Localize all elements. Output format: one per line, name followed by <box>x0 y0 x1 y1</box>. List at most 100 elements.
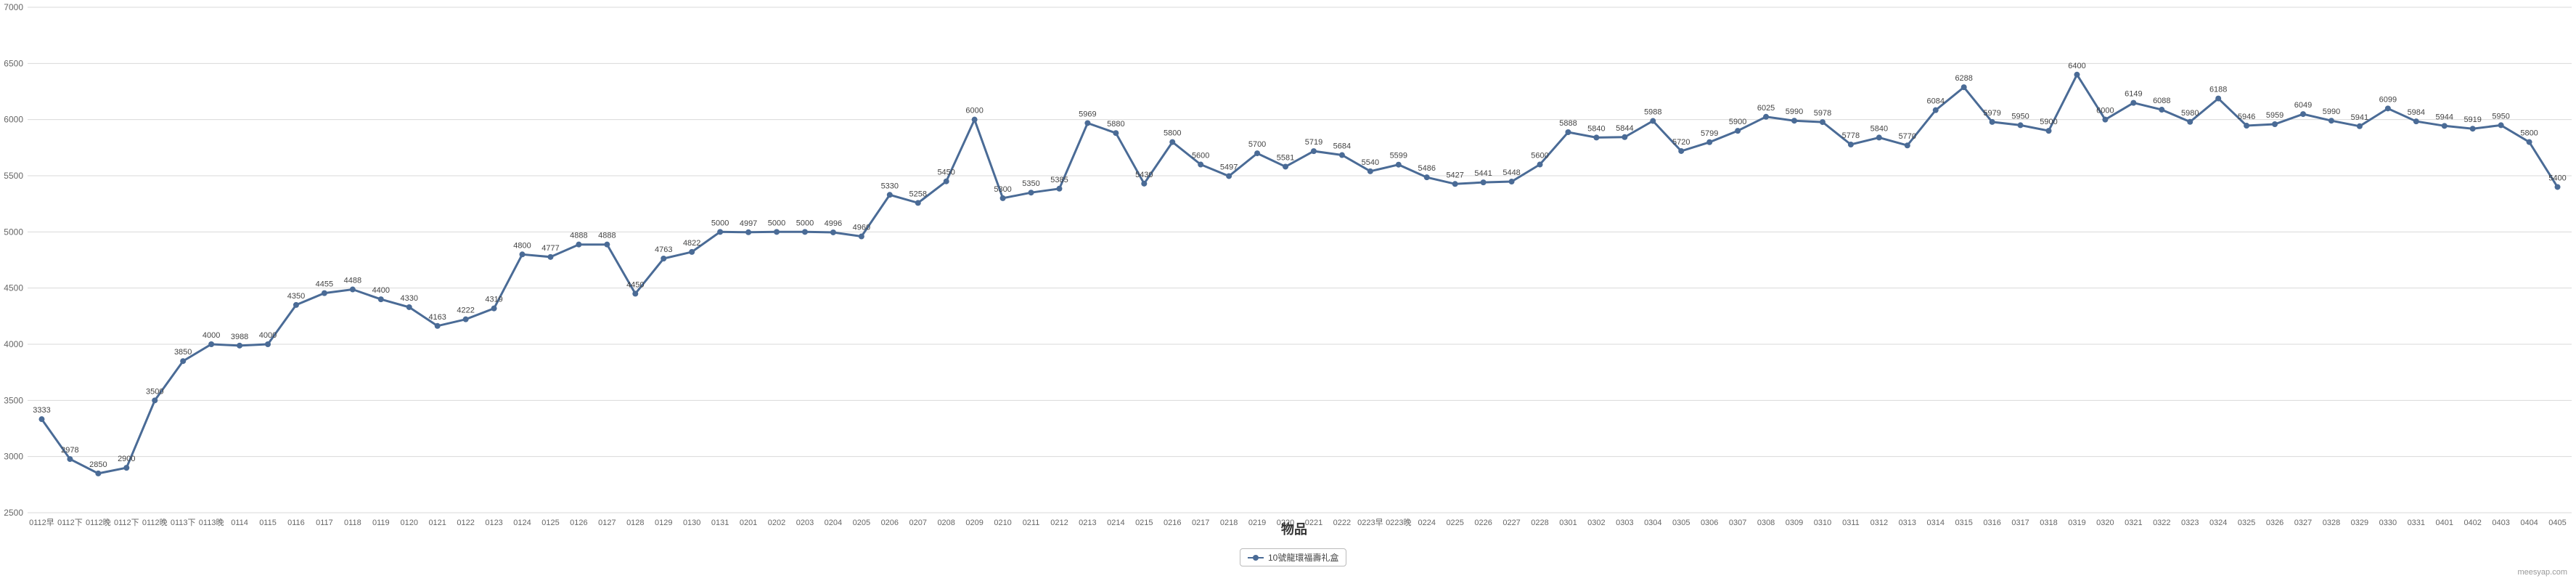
data-point[interactable] <box>886 192 893 198</box>
data-point[interactable] <box>1226 173 1232 179</box>
data-point[interactable] <box>1084 120 1091 126</box>
data-point[interactable] <box>123 465 130 471</box>
data-point[interactable] <box>661 255 667 261</box>
data-point[interactable] <box>943 178 949 184</box>
data-point[interactable] <box>2074 71 2080 78</box>
data-point[interactable] <box>2328 118 2334 124</box>
data-point[interactable] <box>1423 174 1430 181</box>
data-point[interactable] <box>2187 118 2193 125</box>
data-point[interactable] <box>547 253 554 260</box>
data-label: 5946 <box>2238 113 2255 121</box>
data-point[interactable] <box>576 241 582 248</box>
data-point[interactable] <box>801 229 808 235</box>
data-point[interactable] <box>2469 126 2476 132</box>
data-point[interactable] <box>377 296 384 303</box>
data-point[interactable] <box>1254 150 1261 157</box>
data-point[interactable] <box>2102 116 2109 123</box>
data-point[interactable] <box>462 316 469 322</box>
data-point[interactable] <box>1847 142 1854 148</box>
data-point[interactable] <box>1678 147 1685 154</box>
data-point[interactable] <box>1480 179 1487 186</box>
data-point[interactable] <box>2045 128 2052 134</box>
data-point[interactable] <box>1622 134 1628 140</box>
data-point[interactable] <box>1876 134 1882 141</box>
data-point[interactable] <box>293 301 299 308</box>
data-point[interactable] <box>2356 123 2363 129</box>
data-point[interactable] <box>689 248 695 255</box>
data-point[interactable] <box>208 341 215 347</box>
data-point[interactable] <box>152 397 158 404</box>
data-point[interactable] <box>406 304 412 310</box>
x-tick-label: 0113晚 <box>199 518 224 527</box>
data-point[interactable] <box>2244 123 2250 129</box>
data-point[interactable] <box>1735 128 1741 134</box>
x-tick-label: 0405 <box>2548 519 2566 527</box>
data-point[interactable] <box>2215 95 2222 102</box>
data-point[interactable] <box>2300 111 2307 118</box>
data-point[interactable] <box>2130 99 2137 106</box>
data-point[interactable] <box>1056 185 1063 192</box>
data-point[interactable] <box>1283 163 1289 170</box>
data-point[interactable] <box>1141 180 1148 187</box>
data-point[interactable] <box>67 456 73 463</box>
data-label: 3850 <box>174 348 192 357</box>
data-point[interactable] <box>1169 139 1176 145</box>
data-point[interactable] <box>915 200 921 206</box>
data-point[interactable] <box>1904 142 1910 149</box>
data-point[interactable] <box>1819 119 1825 126</box>
data-point[interactable] <box>2526 139 2532 145</box>
data-label: 5258 <box>909 190 927 198</box>
data-point[interactable] <box>491 305 497 312</box>
data-point[interactable] <box>2554 184 2561 190</box>
data-point[interactable] <box>1593 134 1600 141</box>
data-point[interactable] <box>2272 121 2278 128</box>
data-point[interactable] <box>971 116 978 123</box>
data-point[interactable] <box>1706 139 1713 145</box>
data-point[interactable] <box>1791 118 1798 124</box>
data-point[interactable] <box>349 286 356 293</box>
data-point[interactable] <box>632 290 639 297</box>
data-point[interactable] <box>2441 123 2448 129</box>
data-point[interactable] <box>237 342 243 349</box>
data-point[interactable] <box>180 358 187 365</box>
data-point[interactable] <box>1028 190 1034 196</box>
data-point[interactable] <box>2413 118 2419 125</box>
data-point[interactable] <box>1960 84 1967 91</box>
data-point[interactable] <box>717 229 724 235</box>
data-label: 5799 <box>1701 129 1718 138</box>
data-point[interactable] <box>434 322 441 329</box>
data-point[interactable] <box>1537 161 1543 168</box>
data-point[interactable] <box>1650 118 1656 124</box>
data-label: 5880 <box>1107 120 1124 129</box>
data-point[interactable] <box>2498 122 2504 129</box>
x-tick-label: 0319 <box>2068 519 2085 527</box>
data-point[interactable] <box>2159 107 2165 113</box>
data-point[interactable] <box>38 416 45 423</box>
data-point[interactable] <box>1198 161 1204 168</box>
data-point[interactable] <box>1565 129 1571 135</box>
data-point[interactable] <box>774 229 780 235</box>
data-point[interactable] <box>1508 179 1515 185</box>
data-point[interactable] <box>1113 130 1119 137</box>
data-point[interactable] <box>519 251 526 258</box>
data-point[interactable] <box>2384 105 2391 112</box>
data-point[interactable] <box>2017 122 2024 129</box>
data-point[interactable] <box>1338 152 1345 158</box>
data-point[interactable] <box>999 195 1006 201</box>
data-point[interactable] <box>604 241 610 248</box>
data-point[interactable] <box>1932 107 1939 113</box>
y-tick-label: 4000 <box>4 339 23 349</box>
data-point[interactable] <box>858 233 864 240</box>
legend[interactable]: 10號龍環福壽礼盒 <box>1240 548 1347 566</box>
data-point[interactable] <box>1367 168 1373 174</box>
data-point[interactable] <box>745 229 752 235</box>
data-point[interactable] <box>1310 148 1317 155</box>
data-point[interactable] <box>1989 118 1995 125</box>
data-point[interactable] <box>321 290 327 296</box>
data-point[interactable] <box>1452 181 1458 187</box>
data-point[interactable] <box>1395 161 1402 168</box>
data-point[interactable] <box>95 470 102 476</box>
data-point[interactable] <box>265 341 271 347</box>
data-point[interactable] <box>830 229 836 235</box>
data-point[interactable] <box>1763 113 1770 120</box>
